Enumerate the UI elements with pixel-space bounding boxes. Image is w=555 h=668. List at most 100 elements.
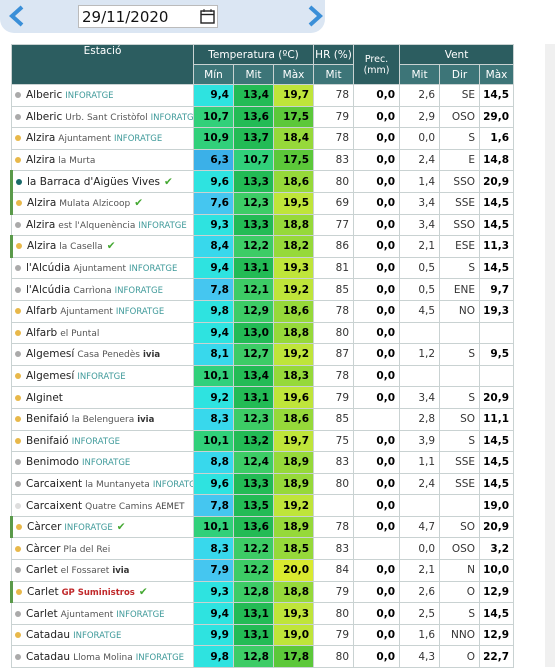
status-dot	[15, 329, 21, 336]
value-cell: 20,9	[479, 515, 515, 539]
station-row: la Barraca d'Aigües Vives ✔ 9,6 13,3 18,6 80 0…	[10, 170, 515, 193]
value-cell: 1,6	[399, 623, 441, 647]
station-cell: Carcaixent Quatre Camins AEMET	[11, 494, 194, 517]
header-cell: Estació	[11, 44, 194, 85]
value-cell: S	[439, 343, 481, 366]
value-cell: 84	[313, 559, 355, 582]
station-detail: el Fossaret	[60, 566, 110, 577]
temperature-cell: 18,6	[272, 407, 315, 431]
date-bar: 29/11/2020	[0, 0, 325, 33]
value-cell: 83	[313, 148, 355, 172]
value-cell: 14,8	[479, 148, 515, 172]
station-cell: Alfarb el Puntal	[11, 321, 194, 345]
station-network: ivia	[137, 415, 155, 426]
station-row: Benifaió la Belenguera ivia 8,3 12,3 18,6 85 2,…	[11, 407, 515, 431]
value-cell: 0,5	[399, 256, 441, 280]
value-cell: 0,0	[353, 623, 401, 647]
prev-button[interactable]	[6, 3, 28, 29]
value-cell: 2,1	[399, 235, 441, 258]
temperature-cell: 12,7	[233, 343, 274, 366]
next-button[interactable]	[304, 3, 326, 29]
station-detail: la Casella	[59, 242, 103, 253]
temperature-cell: 13,6	[233, 515, 274, 539]
status-dot	[15, 502, 21, 509]
station-cell: Alfarb Ajuntament INFORATGE	[11, 299, 194, 323]
status-dot	[15, 437, 21, 444]
station-cell: Benimodo INFORATGE	[11, 451, 194, 474]
status-dot	[15, 653, 21, 660]
value-cell: OSO	[439, 537, 481, 561]
temperature-cell: 13,1	[233, 386, 274, 409]
value-cell: 29,0	[479, 105, 515, 129]
station-cell: Algemesí Casa Penedès ivia	[11, 343, 194, 366]
temperature-cell: 13,2	[233, 429, 274, 453]
station-cell: Carlet GP Suministros ✔	[10, 580, 194, 604]
subheader-cell: Mit	[313, 64, 355, 85]
value-cell: SSO	[439, 170, 481, 193]
station-network: INFORATGE	[135, 652, 185, 663]
header-cell: Vent	[399, 44, 515, 65]
value-cell: 2,6	[399, 84, 441, 107]
calendar-icon[interactable]	[200, 9, 215, 24]
station-row: Alzira la Casella ✔ 8,4 12,2 18,2 86 0,0 2,1 ESE 1…	[10, 235, 515, 258]
station-detail: Ajuntament	[58, 134, 111, 145]
status-dot	[15, 394, 21, 401]
temperature-cell: 12,8	[233, 580, 274, 604]
value-cell: 0,0	[353, 299, 401, 323]
verified-check: ✔	[106, 240, 116, 253]
date-input[interactable]: 29/11/2020	[78, 5, 218, 28]
value-cell: 69	[313, 191, 355, 215]
status-dot	[15, 92, 21, 99]
temperature-cell: 9,9	[193, 623, 234, 647]
station-detail: el Puntal	[60, 328, 100, 339]
value-cell: E	[439, 148, 481, 172]
value-cell	[479, 364, 515, 388]
station-detail: Ajuntament	[60, 307, 113, 318]
value-cell: 4,7	[399, 515, 441, 539]
temperature-cell: 19,6	[272, 386, 315, 409]
station-name: Alzira	[26, 218, 56, 231]
station-row: Carlet el Fossaret ivia 7,9 12,2 20,0 84 0,0 2,1…	[11, 559, 515, 582]
value-cell: 14,5	[479, 472, 515, 496]
temperature-cell: 13,3	[233, 170, 274, 193]
status-dot	[16, 243, 22, 250]
value-cell: ESE	[439, 235, 481, 258]
verified-check: ✔	[134, 197, 144, 210]
value-cell: 0,0	[353, 515, 401, 539]
value-cell: 12,9	[479, 623, 515, 647]
station-network: INFORATGE	[116, 609, 165, 620]
temperature-cell: 12,4	[233, 451, 274, 474]
temperature-cell: 18,8	[272, 321, 315, 345]
value-cell: 0,0	[353, 580, 401, 604]
station-detail: Carrìona	[73, 285, 112, 296]
station-name: Càrcer	[26, 542, 61, 555]
status-dot	[15, 459, 21, 466]
value-cell: 0,0	[353, 343, 401, 366]
temperature-cell: 13,3	[233, 213, 274, 237]
temperature-cell: 19,2	[272, 278, 315, 301]
temperature-cell: 8,4	[193, 235, 234, 258]
station-name: Algemesí	[26, 370, 75, 383]
station-row: Carlet GP Suministros ✔ 9,3 12,8 18,8 79 0,0 2,6…	[10, 580, 515, 604]
subheader-cell: Màx	[479, 64, 515, 85]
station-cell: Càrcer INFORATGE ✔	[10, 515, 194, 539]
status-dot	[15, 286, 21, 293]
status-dot	[15, 567, 21, 574]
temperature-cell: 7,9	[193, 559, 234, 582]
header-cell: Prec. (mm)	[353, 44, 401, 85]
station-name: l'Alcúdia	[26, 262, 71, 275]
value-cell: 2,5	[399, 602, 441, 625]
temperature-cell: 10,7	[233, 148, 274, 172]
station-network: INFORATGE	[114, 285, 163, 296]
temperature-cell: 18,8	[272, 580, 315, 604]
scrollbar[interactable]	[545, 44, 555, 667]
station-row: Alzira Mulata Alzicoop ✔ 7,6 12,3 19,5 69 0,0 3,…	[10, 191, 515, 215]
station-name: Alzira	[27, 197, 57, 210]
station-detail: Urb. Sant Cristòfol	[65, 112, 148, 123]
station-cell: Alzira la Casella ✔	[10, 235, 194, 258]
value-cell: ENE	[439, 278, 481, 301]
station-row: Càrcer Pla del Rei 8,3 12,2 18,5 83 0,0 OSO 3,2	[11, 537, 515, 561]
station-row: l'Alcúdia Carrìona INFORATGE 7,8 12,1 19,2 85 0…	[11, 278, 515, 301]
